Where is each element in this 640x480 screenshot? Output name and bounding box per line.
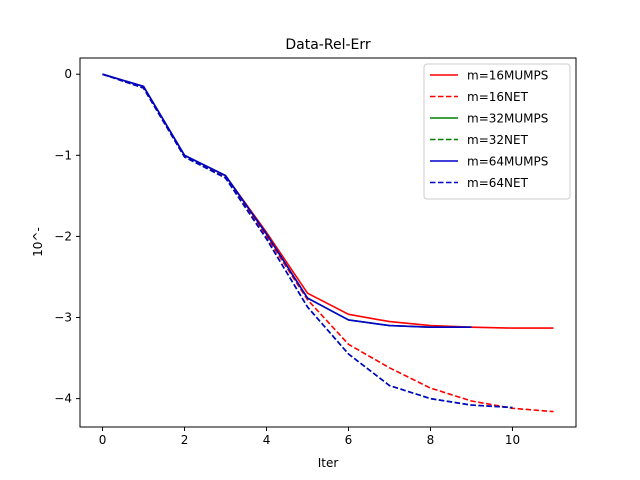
y-tick-label: −2 — [54, 229, 72, 243]
series-line-5 — [102, 73, 472, 329]
y-tick-label: −1 — [54, 148, 72, 162]
x-tick-label: 2 — [181, 433, 189, 447]
x-tick-label: 8 — [427, 433, 435, 447]
x-tick-label: 4 — [263, 433, 271, 447]
legend-box — [423, 63, 571, 200]
x-tick-label: 6 — [345, 433, 353, 447]
y-axis-label: 10^- — [31, 227, 45, 257]
x-tick-label: 0 — [99, 433, 107, 447]
y-axis: 0 −1 −2 −3 −4 — [54, 67, 80, 406]
axes-frame — [79, 57, 577, 428]
x-axis: 0 2 4 6 8 10 — [99, 427, 520, 447]
y-tick-label: −4 — [54, 392, 72, 406]
plot-area — [102, 73, 554, 413]
legend-label: m=64MUMPS — [467, 155, 548, 169]
legend-label: m=32NET — [467, 133, 529, 147]
series-line-6 — [102, 73, 513, 409]
legend: m=16MUMPS m=16NET m=32MUMPS m=32NET m=64MUMP… — [423, 63, 571, 200]
legend-label: m=64NET — [467, 176, 529, 190]
chart-title: Data-Rel-Err — [285, 37, 370, 53]
y-tick-label: 0 — [64, 67, 72, 81]
y-tick-label: −3 — [54, 311, 72, 325]
x-axis-label: Iter — [318, 456, 339, 470]
legend-label: m=16MUMPS — [467, 69, 548, 83]
legend-label: m=32MUMPS — [467, 112, 548, 126]
series-line-2 — [102, 73, 554, 413]
legend-label: m=16NET — [467, 90, 529, 104]
x-tick-label: 10 — [505, 433, 520, 447]
